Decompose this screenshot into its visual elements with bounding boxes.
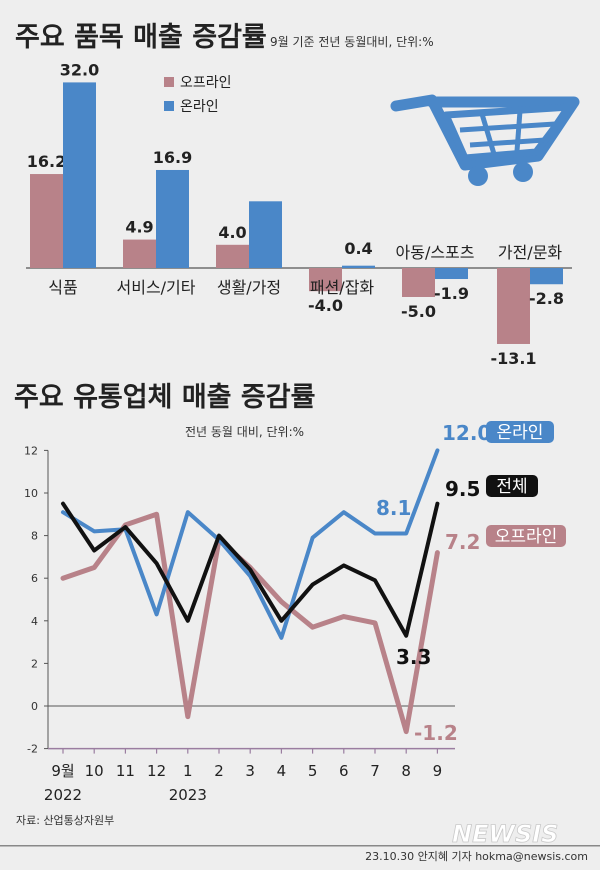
value-label-total-end: 9.5	[445, 477, 480, 501]
line-chart-subtitle: 전년 동월 대비, 단위:%	[185, 425, 304, 439]
bar-online-0	[63, 82, 96, 269]
bar-value-label: 4.0	[218, 223, 246, 242]
credit-line: 23.10.30 안지혜 기자 hokma@newsis.com	[365, 850, 588, 863]
footer-rule	[0, 845, 600, 847]
x-tick-label: 9	[433, 762, 443, 780]
x-tick-label: 10	[85, 762, 104, 780]
legend-swatch-online	[164, 101, 174, 111]
bar-category-label: 식품	[48, 278, 77, 297]
value-label-offline-aug: -1.2	[414, 721, 458, 745]
line-online	[61, 448, 440, 640]
bar-offline-3	[309, 268, 342, 292]
value-label-online-end: 12.0	[442, 421, 491, 445]
x-tick-label: 7	[370, 762, 380, 780]
y-tick-label: 4	[31, 615, 38, 628]
bar-category-label: 서비스/기타	[117, 278, 196, 297]
bar-value-label: 16.2	[27, 152, 66, 171]
tag-offline-box	[486, 525, 566, 547]
line-offline	[60, 511, 440, 735]
bar-value-label: -2.8	[529, 289, 564, 308]
x-tick-label: 1	[183, 762, 193, 780]
x-tick-label: 2	[214, 762, 224, 780]
bar-offline-2	[216, 244, 249, 268]
bar-online-5	[530, 268, 563, 285]
line-chart-title: 주요 유통업체 매출 증감률	[14, 382, 315, 413]
bar-category-label: 패션/잡화	[310, 278, 375, 297]
bar-chart-title: 주요 품목 매출 증감률	[15, 22, 267, 53]
bar-online-2	[249, 201, 282, 268]
x-tick-label: 9월	[51, 762, 74, 780]
y-tick-label: 2	[31, 657, 38, 670]
x-tick-label: 11	[116, 762, 135, 780]
y-tick-label: 12	[24, 444, 38, 457]
x-tick-label: 5	[308, 762, 318, 780]
bar-value-label: 32.0	[60, 60, 99, 79]
value-label-total-aug: 3.3	[396, 645, 431, 669]
legend-swatch-offline	[164, 77, 174, 87]
bar-value-label: 16.9	[153, 148, 192, 167]
line-total	[61, 501, 440, 638]
bar-category-label: 아동/스포츠	[396, 243, 475, 262]
bar-category-label: 가전/문화	[498, 243, 563, 262]
brand-watermark: NEWSIS	[452, 820, 558, 848]
year-label: 2022	[44, 786, 82, 804]
source-note: 자료: 산업통상자원부	[16, 814, 114, 827]
legend-label-online: 온라인	[180, 99, 219, 115]
value-label-offline-end: 7.2	[445, 530, 480, 554]
tag-total-box	[486, 475, 538, 497]
x-tick-label: 6	[339, 762, 349, 780]
bar-category-label: 생활/가정	[217, 278, 281, 297]
tag-offline: 오프라인	[495, 527, 558, 547]
bar-value-label: -13.1	[490, 349, 536, 368]
bar-value-label: -4.0	[308, 296, 343, 315]
bar-value-label: 0.4	[344, 239, 372, 258]
shopping-cart-icon	[390, 94, 580, 186]
y-tick-label: 8	[31, 530, 38, 543]
bar-value-label: -5.0	[401, 302, 436, 321]
y-tick-label: -2	[27, 743, 38, 756]
bar-online-4	[435, 268, 468, 280]
bar-offline-1	[123, 239, 156, 268]
bar-value-label: 4.9	[125, 218, 153, 237]
bar-plot-area: 16.2 4.9 4.0 -4.0 -5.0 -13.1 32.0 16.9 0.4 -1.9 -2…	[26, 60, 572, 368]
tag-online: 온라인	[497, 423, 544, 443]
bar-online-1	[156, 169, 189, 268]
y-tick-label: 0	[31, 700, 38, 713]
tag-total: 전체	[496, 477, 527, 497]
bar-chart-subtitle: 9월 기준 전년 동월대비, 단위:%	[270, 35, 434, 49]
tag-online-box	[486, 421, 554, 443]
value-label-online-aug: 8.1	[376, 496, 411, 520]
bar-offline-5	[497, 268, 530, 344]
bar-offline-0	[30, 174, 63, 268]
x-tick-label: 8	[401, 762, 411, 780]
bar-online-3	[342, 265, 375, 268]
year-label: 2023	[169, 786, 207, 804]
x-tick-label: 3	[245, 762, 255, 780]
y-tick-label: 6	[31, 572, 38, 585]
bar-value-label: -1.9	[434, 284, 469, 303]
y-tick-label: 10	[24, 487, 38, 500]
legend-label-offline: 오프라인	[180, 75, 232, 91]
x-tick-label: 4	[277, 762, 287, 780]
x-tick-label: 12	[147, 762, 166, 780]
bar-offline-4	[402, 268, 435, 297]
